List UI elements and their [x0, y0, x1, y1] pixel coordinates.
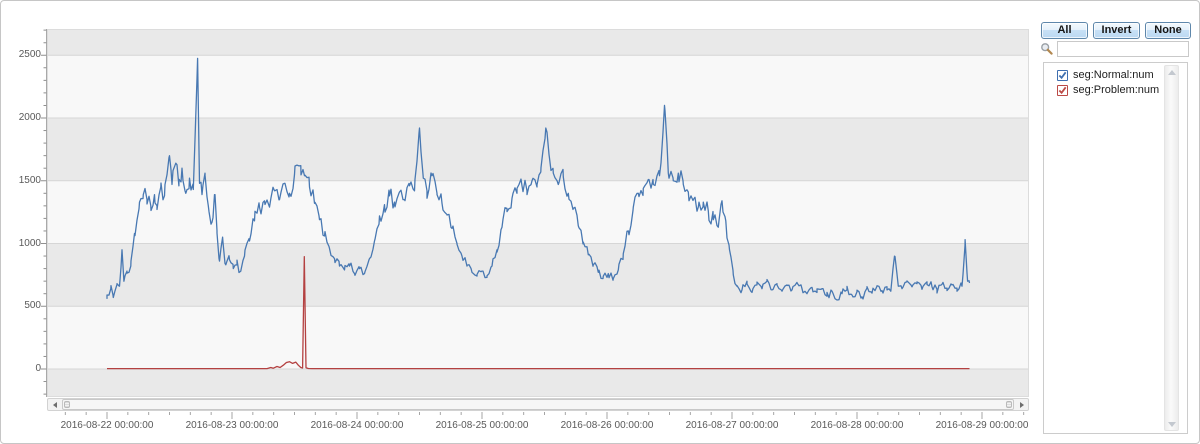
- x-tick-label: 2016-08-29 00:00:00: [935, 420, 1029, 431]
- legend-item-label: seg:Problem:num: [1073, 84, 1160, 96]
- legend-scroll-up-button[interactable]: [1165, 66, 1178, 78]
- left-arrow-icon: [52, 401, 57, 408]
- invert-selection-button[interactable]: Invert: [1093, 22, 1140, 39]
- x-tick-label: 2016-08-24 00:00:00: [310, 420, 404, 431]
- legend-search-input[interactable]: [1057, 41, 1189, 57]
- search-icon: [1041, 43, 1053, 55]
- legend-item-problem[interactable]: seg:Problem:num: [1044, 83, 1187, 98]
- horizontal-scrollbar[interactable]: [47, 398, 1029, 411]
- up-arrow-icon: [1167, 69, 1176, 75]
- legend-item-normal[interactable]: seg:Normal:num: [1044, 68, 1187, 83]
- down-arrow-icon: [1167, 421, 1176, 427]
- scrollbar-thumb[interactable]: [62, 399, 1014, 410]
- thumb-left-grip[interactable]: [64, 401, 70, 408]
- y-tick-label: 500: [24, 300, 41, 312]
- select-none-button[interactable]: None: [1145, 22, 1191, 39]
- legend-vertical-scrollbar[interactable]: [1164, 65, 1179, 431]
- x-tick-label: 2016-08-28 00:00:00: [810, 420, 904, 431]
- y-tick-label: 2000: [18, 112, 41, 123]
- y-tick-label: 1500: [18, 174, 41, 186]
- checkbox-seg-normal[interactable]: [1057, 70, 1068, 81]
- legend-item-label: seg:Normal:num: [1073, 69, 1154, 81]
- plot-area[interactable]: [47, 29, 1029, 397]
- checkbox-seg-problem[interactable]: [1057, 85, 1068, 96]
- y-tick-label: 0: [35, 363, 41, 374]
- x-tick-label: 2016-08-23 00:00:00: [185, 420, 279, 431]
- thumb-right-grip[interactable]: [1006, 401, 1012, 408]
- select-all-button[interactable]: All: [1041, 22, 1088, 39]
- right-arrow-icon: [1019, 401, 1024, 408]
- x-tick-label: 2016-08-27 00:00:00: [685, 420, 779, 431]
- legend-listbox[interactable]: seg:Normal:num seg:Problem:num: [1043, 62, 1188, 434]
- scroll-right-button[interactable]: [1015, 399, 1028, 410]
- x-tick-label: 2016-08-25 00:00:00: [435, 420, 529, 431]
- y-tick-label: 2500: [18, 49, 41, 61]
- x-tick-label: 2016-08-22 00:00:00: [60, 420, 154, 431]
- y-tick-label: 1000: [18, 237, 41, 249]
- x-tick-label: 2016-08-26 00:00:00: [560, 420, 654, 431]
- scroll-left-button[interactable]: [48, 399, 61, 410]
- legend-scroll-down-button[interactable]: [1165, 418, 1178, 430]
